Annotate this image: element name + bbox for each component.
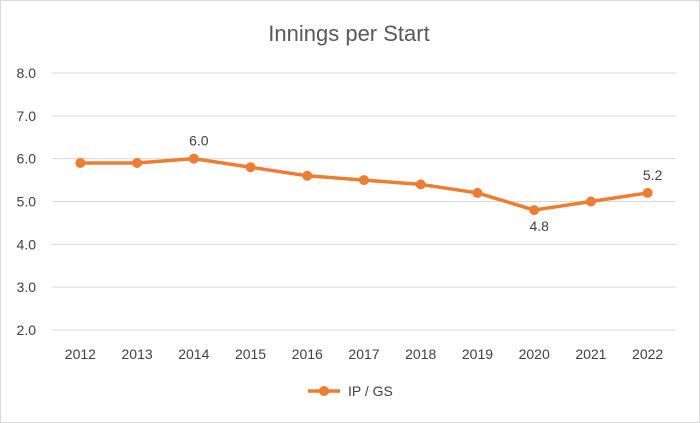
y-tick-label: 4.0 [17, 236, 37, 252]
y-axis-ticks: 2.0 3.0 4.0 5.0 6.0 7.0 8.0 [17, 65, 37, 338]
data-point [415, 179, 426, 190]
x-tick-label: 2019 [462, 346, 493, 362]
data-point [359, 175, 369, 186]
y-tick-label: 7.0 [17, 108, 37, 124]
data-label: 6.0 [189, 133, 209, 149]
data-point [585, 196, 596, 207]
y-tick-label: 6.0 [17, 151, 37, 167]
data-point [642, 187, 653, 198]
chart-title: Innings per Start [268, 21, 429, 46]
legend-label: IP / GS [348, 383, 393, 399]
x-tick-label: 2016 [292, 346, 323, 362]
data-point [188, 153, 199, 164]
x-tick-label: 2012 [65, 346, 96, 362]
data-point [472, 187, 483, 198]
data-label: 4.8 [529, 218, 549, 234]
x-tick-label: 2021 [575, 346, 606, 362]
x-tick-label: 2020 [519, 346, 550, 362]
y-tick-label: 5.0 [17, 194, 37, 210]
x-tick-label: 2015 [235, 346, 266, 362]
x-tick-label: 2022 [632, 346, 663, 362]
x-tick-label: 2017 [348, 346, 379, 362]
series-group [75, 153, 653, 216]
data-point [302, 170, 313, 181]
legend-marker [319, 386, 329, 396]
data-label: 5.2 [643, 167, 663, 183]
data-point [529, 205, 540, 216]
x-tick-label: 2014 [178, 346, 209, 362]
data-point [75, 157, 86, 168]
data-labels: 6.0 4.8 5.2 [189, 133, 662, 234]
gridlines [52, 72, 676, 331]
y-tick-label: 3.0 [17, 279, 37, 295]
legend: IP / GS [308, 383, 393, 399]
data-point [245, 162, 256, 173]
data-point [132, 157, 143, 168]
x-axis-ticks: 2012 2013 2014 2015 2016 2017 2018 2019 2020 2021… [65, 346, 664, 362]
y-tick-label: 8.0 [17, 65, 37, 81]
y-tick-label: 2.0 [17, 322, 37, 338]
x-tick-label: 2018 [405, 346, 436, 362]
x-tick-label: 2013 [122, 346, 153, 362]
